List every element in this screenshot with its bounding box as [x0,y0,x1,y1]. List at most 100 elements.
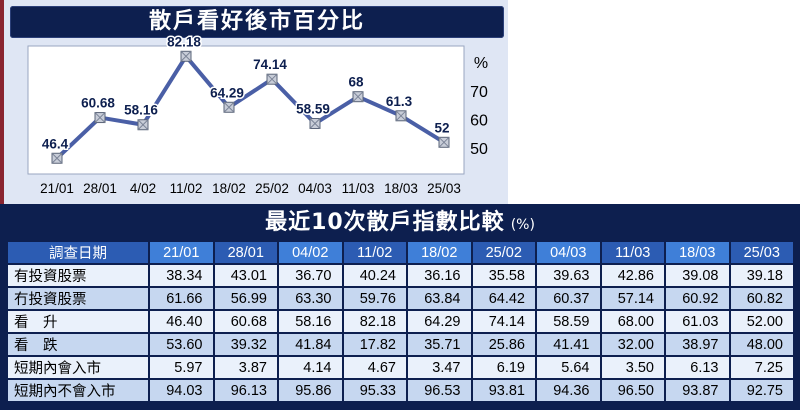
table-cell: 95.33 [343,380,406,401]
table-cell: 57.14 [601,288,664,309]
table-cell: 64.42 [472,288,535,309]
header-date: 18/03 [666,242,729,263]
table-cell: 40.24 [343,265,406,286]
data-point-marker-cross [180,50,192,62]
header-date: 18/02 [408,242,471,263]
table-cell: 60.37 [537,288,600,309]
data-label: 82.18 [167,34,201,49]
table-cell: 60.82 [730,288,793,309]
x-tick-label: 18/02 [212,181,246,196]
data-point-marker-cross [309,118,321,129]
table-cell: 96.13 [214,380,277,401]
chart-title-bar: 散戶看好後市百分比 [10,6,504,38]
header-date: 21/01 [150,242,213,263]
data-point [352,91,364,103]
row-label: 有投資股票 [8,265,148,286]
header-label: 調查日期 [8,242,148,263]
row-label: 看 升 [8,311,148,332]
table-cell: 38.97 [666,334,729,355]
table-cell: 3.87 [214,357,277,378]
data-point-marker-cross [395,110,407,122]
x-tick-label: 11/03 [342,181,375,196]
x-tick-label: 04/03 [298,181,332,196]
x-tick-label: 28/01 [83,181,117,196]
table-cell: 6.13 [666,357,729,378]
table-cell: 96.50 [601,380,664,401]
table-cell: 42.86 [601,265,664,286]
table-cell: 63.30 [279,288,342,309]
table-cell: 96.53 [408,380,471,401]
header-date: 11/02 [343,242,406,263]
table-cell: 4.14 [279,357,342,378]
data-point [223,101,235,113]
data-point-marker-cross [94,112,106,123]
data-point [395,110,407,122]
data-label: 58.16 [124,103,158,118]
table-cell: 93.87 [666,380,729,401]
table-cell: 4.67 [343,357,406,378]
data-point [137,119,149,131]
left-accent-rule [0,0,4,206]
data-point-marker-cross [223,101,235,113]
data-label: 61.3 [386,94,413,109]
table-row: 短期內會入市 5.97 3.87 4.14 4.67 3.47 6.19 5.64 3.50 6.… [8,357,793,378]
table-cell: 41.41 [537,334,600,355]
data-label: 68 [348,75,364,90]
table-cell: 36.70 [279,265,342,286]
table-cell: 39.08 [666,265,729,286]
header-date: 25/03 [730,242,793,263]
table-cell: 43.01 [214,265,277,286]
table-cell: 25.86 [472,334,535,355]
y-tick-label: 70 [470,84,488,101]
table-cell: 94.36 [537,380,600,401]
data-point [94,112,106,124]
table-cell: 95.86 [279,380,342,401]
x-tick-label: 25/03 [427,181,461,196]
table-cell: 36.16 [408,265,471,286]
data-label: 46.4 [42,136,69,151]
table-cell: 53.60 [150,334,213,355]
chart-panel: 散戶看好後市百分比 % 50 60 70 21/01 28/01 4/02 11/02 18… [0,0,508,206]
data-point-marker-cross [51,152,63,164]
data-table: 調查日期 21/01 28/01 04/02 11/02 18/02 25/02 04/03… [6,240,795,403]
table-cell: 92.75 [730,380,793,401]
table-row: 看 跌 53.60 39.32 41.84 17.82 35.71 25.86 41.41 32… [8,334,793,355]
data-label: 60.68 [81,96,115,111]
table-title-unit: (%) [510,217,535,233]
table-panel: 最近10次散戶指數比較 (%) 調查日期 21/01 28/01 04/02 11/02… [0,204,800,410]
table-cell: 3.47 [408,357,471,378]
table-cell: 58.59 [537,311,600,332]
header-date: 04/02 [279,242,342,263]
table-cell: 39.32 [214,334,277,355]
row-label: 看 跌 [8,334,148,355]
table-cell: 35.71 [408,334,471,355]
header-date: 28/01 [214,242,277,263]
row-label: 短期內會入市 [8,357,148,378]
table-cell: 59.76 [343,288,406,309]
table-cell: 7.25 [730,357,793,378]
table-title-text: 最近10次散戶指數比較 [265,210,505,235]
table-cell: 46.40 [150,311,213,332]
table-cell: 93.81 [472,380,535,401]
row-label: 冇投資股票 [8,288,148,309]
table-cell: 60.92 [666,288,729,309]
data-point [51,152,63,164]
table-cell: 52.00 [730,311,793,332]
data-point-marker-cross [352,91,364,103]
data-point [438,136,450,148]
table-row: 短期內不會入市 94.03 96.13 95.86 95.33 96.53 93.81 94.… [8,380,793,401]
data-point-marker-cross [438,136,450,148]
table-cell: 56.99 [214,288,277,309]
table-title: 最近10次散戶指數比較 (%) [0,206,800,240]
table-cell: 5.64 [537,357,600,378]
table-cell: 60.68 [214,311,277,332]
x-tick-label: 25/02 [255,181,289,196]
x-tick-label: 21/01 [40,181,74,196]
table-cell: 61.66 [150,288,213,309]
row-label: 短期內不會入市 [8,380,148,401]
table-cell: 94.03 [150,380,213,401]
header-date: 25/02 [472,242,535,263]
x-tick-label: 11/02 [170,181,203,196]
table-cell: 82.18 [343,311,406,332]
table-cell: 68.00 [601,311,664,332]
